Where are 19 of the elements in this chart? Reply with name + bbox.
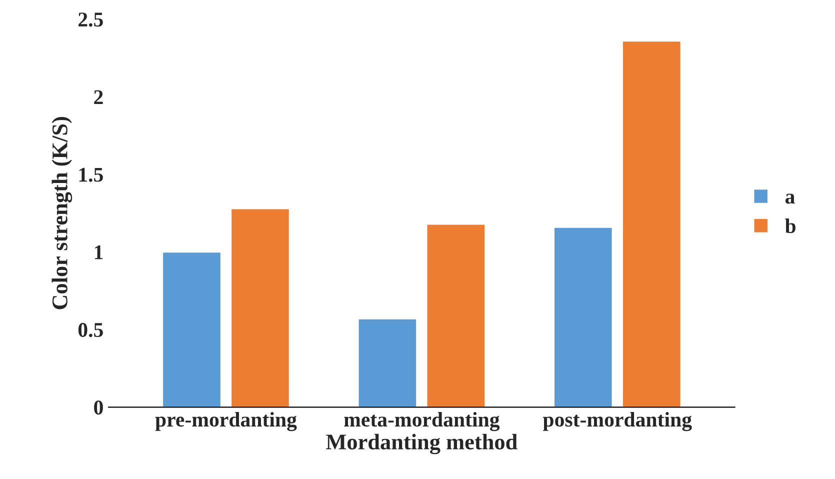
bar: [230, 208, 290, 408]
y-tick-label: 0.5: [78, 322, 103, 338]
x-tick-label: pre-mordanting: [155, 412, 297, 432]
bar: [162, 251, 222, 408]
x-axis-title: Mordanting method: [326, 434, 518, 454]
y-tick-label: 1: [94, 245, 103, 260]
y-axis-title: Color strength (K/S): [52, 117, 72, 310]
x-tick-label: post-mordanting: [542, 412, 692, 432]
x-tick-label: meta-mordanting: [344, 412, 500, 432]
y-tick-label: 1.5: [79, 168, 103, 182]
legend-label: a: [785, 194, 795, 204]
y-tick-label: 2.5: [78, 12, 103, 27]
bar: [426, 223, 486, 408]
bar: [357, 318, 418, 408]
bar: [622, 40, 682, 408]
y-tick-label: 2: [94, 90, 103, 104]
bar: [553, 226, 614, 408]
legend-label: b: [785, 218, 796, 234]
y-tick-label: 0: [94, 400, 103, 415]
